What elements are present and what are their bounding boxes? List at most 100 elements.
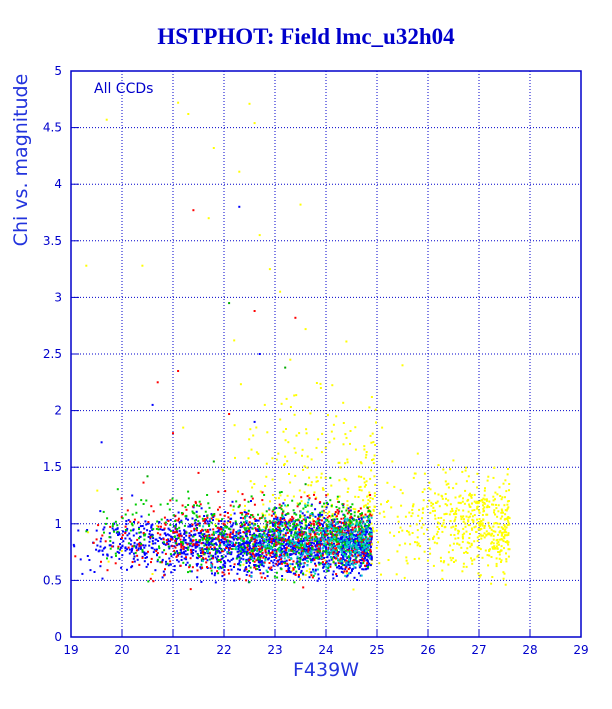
data-point [207,555,210,558]
data-point [270,547,273,550]
data-point [229,540,232,543]
data-point [231,532,234,535]
data-point [507,548,510,551]
data-point [363,485,366,488]
data-point [428,538,431,541]
data-point [125,520,128,523]
data-point [214,572,217,575]
data-point [174,551,177,554]
data-point [291,538,294,541]
data-point [282,430,285,433]
data-point [346,500,349,503]
data-point [263,494,266,496]
data-point [253,517,256,520]
data-point [290,553,293,556]
data-point [351,503,354,506]
data-point [336,518,339,521]
data-point [270,546,272,549]
data-point [236,555,239,557]
data-point [201,528,204,531]
data-point [362,545,365,548]
data-point [252,522,255,525]
data-point [154,542,157,545]
data-point [303,548,306,551]
data-point [370,535,373,538]
data-point [492,525,495,528]
data-point [288,569,291,572]
data-point [173,549,176,552]
data-point [159,503,162,506]
data-point [120,546,122,549]
data-point [227,516,230,519]
data-point [461,540,464,543]
data-point [364,542,367,545]
data-point [253,566,256,569]
data-point [148,533,151,535]
data-point [212,533,215,536]
data-point [359,513,362,515]
data-point [304,502,307,505]
data-point [307,547,310,550]
data-point [151,403,154,406]
data-point [294,316,297,319]
data-point [368,519,371,522]
data-point [340,528,343,531]
data-point [303,542,306,545]
data-point [169,563,172,566]
data-point [275,556,278,559]
data-point [242,541,245,544]
data-point [224,490,227,493]
data-point [492,503,495,506]
data-point [197,520,200,523]
data-point [463,518,465,521]
data-point [179,549,182,552]
data-point [302,572,304,575]
data-point [348,525,351,528]
data-point [461,536,464,538]
data-point [435,502,438,504]
data-point [263,532,266,535]
data-point [284,520,287,523]
data-point [298,521,301,524]
data-point [170,555,173,558]
data-point [207,502,210,505]
data-point [302,557,305,560]
data-point [501,509,504,512]
data-point [354,566,357,569]
data-point [287,441,290,444]
data-point [351,517,354,520]
data-point [336,566,339,569]
data-point [247,509,250,512]
data-point [170,571,173,574]
data-point [133,541,136,544]
data-point [253,564,256,566]
data-point [208,541,211,544]
y-tick-label: 4.5 [43,121,62,135]
data-point [335,515,338,518]
data-point [327,493,329,496]
data-point [368,506,371,508]
data-point [248,564,251,567]
data-point [150,524,153,527]
data-point [143,546,146,549]
data-point [126,534,129,537]
data-point [287,547,290,550]
data-point [322,550,325,552]
data-point [280,520,282,523]
data-point [219,544,222,547]
data-point [355,545,358,548]
data-point [167,545,170,548]
data-point [350,539,353,542]
data-point [381,426,384,429]
data-point [221,469,224,472]
data-point [363,448,366,451]
data-point [85,264,88,267]
data-point [183,551,185,554]
data-point [259,490,262,493]
data-point [324,476,327,479]
data-point [354,540,357,543]
data-point [348,566,351,569]
data-point [373,475,376,478]
data-point [325,549,328,552]
data-point [196,576,199,579]
